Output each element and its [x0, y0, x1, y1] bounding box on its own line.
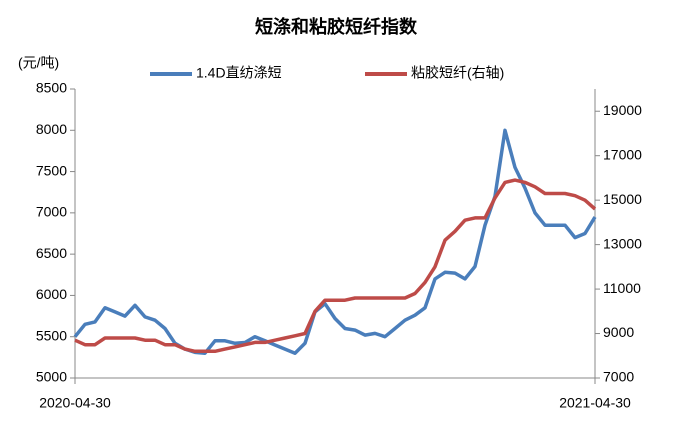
y2-tick-label: 11000: [603, 280, 641, 296]
y2-tick-label: 9000: [603, 324, 634, 340]
y-tick-label: 8000: [36, 121, 67, 137]
y-tick-label: 8500: [36, 80, 67, 96]
y2-tick-label: 19000: [603, 102, 642, 118]
y-tick-label: 7500: [36, 162, 67, 178]
chart-title: 短涤和粘胶短纤指数: [255, 16, 418, 38]
y2-tick-label: 13000: [603, 235, 642, 251]
legend-label: 粘胶短纤(右轴): [411, 65, 504, 81]
x-tick-label: 2021-04-30: [559, 395, 631, 411]
y2-tick-label: 17000: [603, 146, 642, 162]
y-axis-label: (元/吨): [18, 55, 59, 71]
series-line: [73, 128, 597, 355]
y-tick-label: 6500: [36, 245, 67, 261]
y2-tick-label: 7000: [603, 369, 634, 385]
legend-label: 1.4D直纺涤短: [196, 65, 282, 81]
series-line: [74, 178, 597, 354]
y-tick-label: 7000: [36, 204, 67, 220]
x-tick-label: 2020-04-30: [39, 395, 111, 411]
y-tick-label: 5500: [36, 327, 67, 343]
y-tick-label: 5000: [36, 369, 67, 385]
y2-tick-label: 15000: [603, 191, 642, 207]
y-tick-label: 6000: [36, 286, 67, 302]
